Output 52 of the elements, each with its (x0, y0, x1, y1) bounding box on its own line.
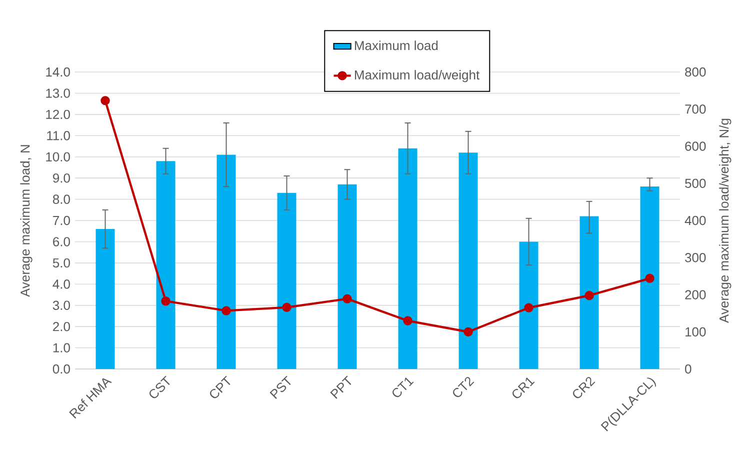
legend-label: Maximum load (354, 40, 438, 50)
y2-tick-label: 0 (685, 364, 692, 374)
legend-label: Maximum load/weight (354, 70, 480, 82)
x-tick-label: CT2 (453, 376, 474, 398)
point (342, 294, 352, 304)
y2-tick-label: 500 (685, 178, 706, 188)
y-tick-label: 0.0 (52, 364, 70, 374)
x-tick-label: CT1 (392, 378, 414, 398)
bar (519, 242, 538, 369)
point (222, 306, 231, 316)
y-tick-label: 10.0 (46, 152, 70, 162)
point (464, 327, 473, 336)
y2-tick-label: 400 (684, 216, 706, 226)
y-tick-label: 6.0 (53, 237, 70, 246)
y-tick-label: 7.0 (53, 216, 70, 226)
bar (216, 154, 236, 369)
bar (96, 228, 115, 369)
bar (338, 184, 357, 369)
y-tick-label: 2.0 (53, 322, 70, 332)
point (161, 296, 170, 306)
point (524, 303, 534, 312)
y-tick-label: 8.0 (52, 194, 70, 204)
x-tick-label: CR2 (573, 376, 596, 398)
point (645, 274, 654, 284)
y2-tick-label: 800 (685, 67, 706, 77)
point (403, 316, 412, 326)
y-tick-label: 14.0 (46, 67, 70, 77)
point (100, 96, 110, 106)
y-tick-label: 3.0 (52, 300, 70, 310)
y2-axis-title: Average maximum load/weight, N/g (719, 118, 732, 323)
bar (398, 148, 418, 369)
x-tick-label: CR1 (512, 378, 535, 398)
bar (277, 192, 296, 369)
bar (580, 216, 599, 369)
y-tick-label: 4.0 (52, 280, 70, 289)
y-axis-title: Average maximum load, N (20, 145, 32, 297)
y-tick-label: 1.0 (53, 343, 70, 352)
y2-tick-label: 100 (686, 327, 706, 336)
y-tick-label: 5.0 (52, 258, 70, 268)
y-tick-label: 9.0 (53, 173, 70, 183)
y2-tick-label: 700 (685, 104, 706, 114)
y-tick-label: 11.0 (47, 131, 70, 140)
point (584, 290, 594, 300)
y2-tick-label: 300 (685, 253, 706, 262)
bar (156, 161, 176, 369)
bar (458, 152, 478, 369)
y2-tick-label: 200 (685, 290, 706, 300)
point (282, 302, 292, 312)
y-tick-label: 12.0 (46, 110, 70, 120)
y-tick-label: 13.0 (46, 88, 70, 98)
bar (640, 186, 660, 369)
y2-tick-label: 600 (685, 142, 706, 151)
